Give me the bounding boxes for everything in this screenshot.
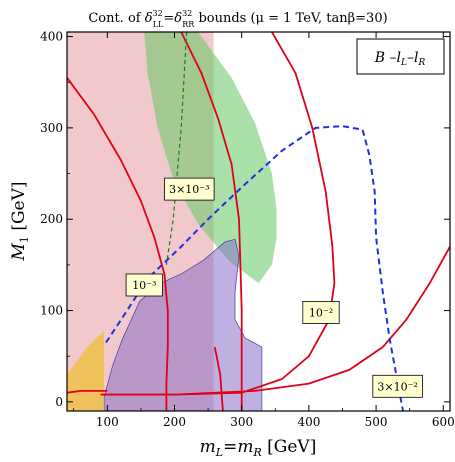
x-axis-label: mL=mR [GeV] bbox=[200, 437, 317, 459]
y-tick-label: 100 bbox=[40, 304, 63, 318]
contour-label-text: 3×10⁻³ bbox=[169, 183, 209, 196]
contour-line-9 bbox=[67, 389, 108, 394]
axis-ticks: 100 200 300 400 500 600 0 100 200 300 400 bbox=[40, 30, 455, 429]
exclusion-regions bbox=[67, 32, 277, 411]
contour-line-7 bbox=[100, 246, 450, 396]
y-tick-label: 300 bbox=[40, 121, 63, 135]
contour-label-7: 3×10⁻² bbox=[372, 374, 423, 398]
x-tick-label: 200 bbox=[163, 415, 186, 429]
contour-line-8 bbox=[213, 346, 224, 411]
contour-line-4 bbox=[67, 77, 169, 411]
y-tick-label: 400 bbox=[40, 30, 63, 44]
contour-label-5: 3×10⁻³ bbox=[164, 177, 215, 201]
dashed-bounds bbox=[105, 32, 404, 411]
x-tick-label: 600 bbox=[432, 415, 455, 429]
purple-region-2 bbox=[103, 238, 263, 411]
green-dashed-line-11 bbox=[165, 32, 188, 265]
legend-label: B –lL–lR bbox=[374, 50, 426, 68]
x-tick-label: 500 bbox=[365, 415, 388, 429]
y-tick-label: 200 bbox=[40, 212, 63, 226]
chart-title: Cont. of δ32 LL=δ32 RR bounds (μ = 1 TeV, … bbox=[88, 9, 387, 29]
contour-label-6: 10⁻² bbox=[302, 300, 340, 324]
y-tick-label: 0 bbox=[55, 395, 63, 409]
green-region-1 bbox=[144, 32, 277, 284]
contour-label-text: 3×10⁻² bbox=[377, 380, 417, 393]
contour-label-text: 10⁻³ bbox=[132, 279, 156, 292]
y-axis-label: M1 [GeV] bbox=[9, 181, 31, 261]
x-tick-label: 400 bbox=[297, 415, 320, 429]
contour-label-4: 10⁻³ bbox=[125, 273, 163, 297]
contour-line-5 bbox=[180, 32, 243, 411]
contour-labels: 10⁻³ 3×10⁻³ 10⁻² 3×10⁻² bbox=[125, 177, 423, 398]
x-tick-label: 100 bbox=[96, 415, 119, 429]
contour-label-text: 10⁻² bbox=[309, 306, 333, 319]
plot-frame bbox=[66, 31, 451, 412]
x-tick-label: 300 bbox=[230, 415, 253, 429]
legend-box: B –lL–lR bbox=[356, 38, 445, 75]
